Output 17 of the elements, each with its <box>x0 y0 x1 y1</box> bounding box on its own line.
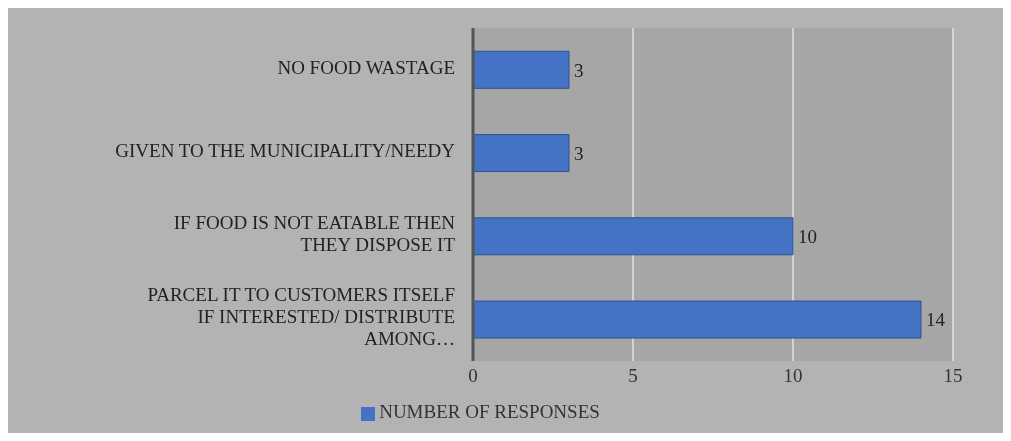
legend-label: NUMBER OF RESPONSES <box>379 401 600 422</box>
bar <box>473 300 922 339</box>
data-label: 3 <box>574 59 584 81</box>
data-label: 14 <box>926 309 946 331</box>
x-tick-label: 5 <box>628 365 638 387</box>
x-tick-label: 10 <box>783 365 803 387</box>
y-tick-label: PARCEL IT TO CUSTOMERS ITSELF IF INTERESTED/ DISTRIBUTE AMONG… <box>147 284 455 350</box>
x-tick-label: 0 <box>468 365 478 387</box>
y-tick-label: NO FOOD WASTAGE <box>277 56 455 78</box>
x-tick-label: 15 <box>943 365 963 387</box>
bar <box>473 50 570 89</box>
y-tick-label: IF FOOD IS NOT EATABLE THEN THEY DISPOSE IT <box>173 212 456 256</box>
y-tick-label: GIVEN TO THE MUNICIPALITY/NEEDY <box>115 140 456 162</box>
bar <box>473 217 794 256</box>
bar <box>473 134 570 173</box>
data-label: 10 <box>798 226 817 248</box>
data-label: 3 <box>574 142 584 164</box>
